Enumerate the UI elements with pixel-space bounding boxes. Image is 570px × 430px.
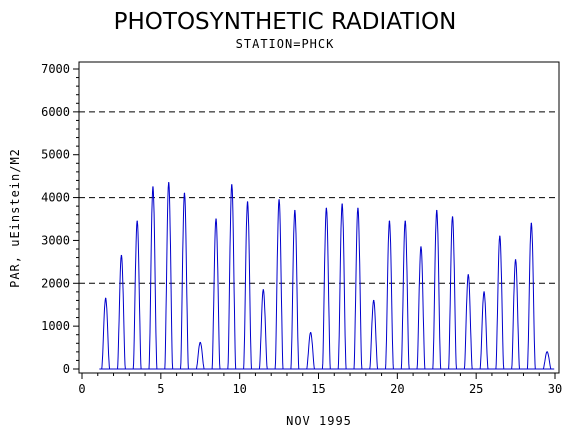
daily-peak-point <box>373 299 375 302</box>
daily-curve <box>290 210 300 370</box>
chart-title: PHOTOSYNTHETIC RADIATION <box>114 9 457 35</box>
daily-peak-point <box>467 274 469 276</box>
daily-curve <box>321 208 332 370</box>
series-layer <box>99 181 555 370</box>
daily-peak-point <box>152 186 154 188</box>
daily-curve <box>211 219 221 370</box>
daily-peak-point <box>514 259 517 261</box>
daily-curve <box>305 332 316 370</box>
x-tick-label: 20 <box>390 382 404 396</box>
y-tick-label: 7000 <box>41 62 70 76</box>
daily-curve <box>369 300 379 370</box>
y-axis: 0 1000 2000 3000 4000 5000 6000 7000 <box>41 62 79 376</box>
daily-curve <box>274 199 284 370</box>
daily-curve <box>195 342 205 370</box>
daily-peak-point <box>136 220 138 222</box>
daily-curve <box>384 221 395 370</box>
y-tick-label: 4000 <box>41 191 70 205</box>
daily-curve <box>100 298 111 370</box>
daily-peak-point <box>310 331 312 334</box>
daily-peak-point <box>546 351 548 353</box>
daily-peak-point <box>199 341 201 344</box>
daily-curve <box>495 236 505 370</box>
series-line <box>99 181 555 370</box>
x-axis-label: NOV 1995 <box>286 414 352 428</box>
daily-curve <box>132 221 142 370</box>
daily-curve <box>179 193 190 370</box>
daily-peak-point <box>215 218 217 220</box>
daily-peak-point <box>483 291 485 293</box>
daily-curve <box>479 291 489 370</box>
y-tick-label: 5000 <box>41 148 70 162</box>
y-axis-label: PAR, uEinstein/M2 <box>8 148 22 288</box>
x-tick-label: 5 <box>157 382 164 396</box>
daily-peak-point <box>168 181 170 184</box>
daily-curve <box>116 255 127 370</box>
y-tick-label: 1000 <box>41 319 70 333</box>
daily-peak-point <box>451 216 454 218</box>
daily-curve <box>353 208 363 370</box>
x-tick-label: 10 <box>232 382 246 396</box>
y-tick-label: 2000 <box>41 276 70 290</box>
x-tick-label: 15 <box>311 382 325 396</box>
daily-curve <box>510 259 521 370</box>
daily-peak-point <box>325 207 327 209</box>
daily-peak-point <box>294 209 296 212</box>
daily-curve <box>447 216 458 370</box>
plot-frame <box>78 61 560 374</box>
daily-curve <box>432 210 442 370</box>
daily-peak-point <box>499 235 501 237</box>
daily-curve <box>400 221 410 370</box>
daily-peak-point <box>357 207 359 209</box>
daily-peak-point <box>231 184 233 186</box>
x-tick-label: 25 <box>469 382 483 396</box>
daily-peak-point <box>278 199 280 201</box>
daily-curve <box>258 289 268 370</box>
daily-curve <box>164 182 174 370</box>
reference-lines <box>79 111 559 284</box>
y-tick-label: 6000 <box>41 105 70 119</box>
x-tick-label: 0 <box>78 382 85 396</box>
daily-curve <box>337 204 347 370</box>
daily-peak-point <box>388 220 391 222</box>
y-tick-label: 3000 <box>41 233 70 247</box>
daily-curve <box>463 274 473 370</box>
daily-peak-point <box>420 246 422 248</box>
daily-curve <box>148 186 158 370</box>
x-axis: 0 5 10 15 20 25 30 <box>78 373 562 396</box>
y-tick-label: 0 <box>63 362 70 376</box>
chart-subtitle: STATION=PHCK <box>236 37 335 51</box>
daily-curve <box>242 201 253 370</box>
daily-peak-point <box>341 203 343 205</box>
x-tick-label: 30 <box>548 382 562 396</box>
daily-peak-point <box>530 222 532 224</box>
daily-peak-point <box>246 201 249 203</box>
daily-peak-point <box>105 297 107 299</box>
daily-peak-point <box>436 209 438 212</box>
daily-curve <box>526 223 537 370</box>
daily-curve <box>542 351 552 370</box>
daily-peak-point <box>183 192 186 194</box>
daily-peak-point <box>262 289 264 291</box>
daily-curve <box>416 246 426 370</box>
daily-curve <box>227 184 237 370</box>
daily-peak-point <box>404 220 406 222</box>
daily-peak-point <box>120 254 123 257</box>
